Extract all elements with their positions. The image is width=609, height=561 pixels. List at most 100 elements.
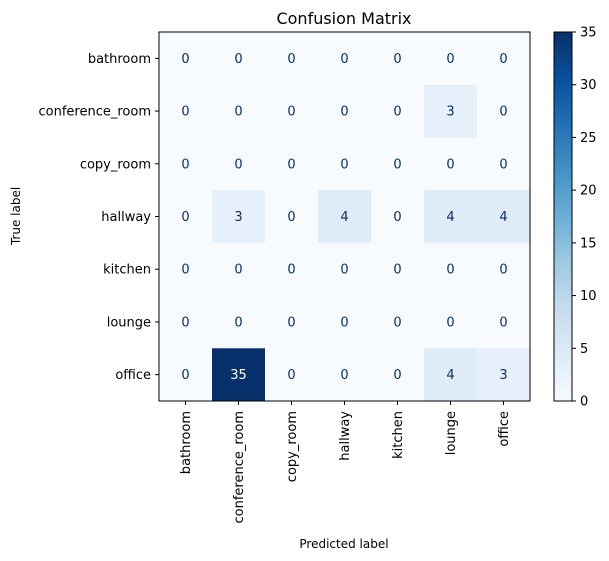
- heatmap-cell: [159, 190, 213, 244]
- colorbar-tick-label: 0: [580, 395, 588, 410]
- heatmap-cell: [265, 348, 319, 402]
- cell-value-label: 0: [287, 210, 295, 225]
- cell-value-label: 4: [446, 210, 454, 225]
- heatmap-cell: [265, 295, 319, 349]
- cell-value-label: 0: [446, 52, 454, 67]
- heatmap-cell: [318, 32, 372, 86]
- heatmap-cell: [212, 242, 266, 297]
- colorbar-tick-label: 30: [580, 78, 597, 93]
- heatmap-cell: [265, 190, 319, 244]
- cell-value-label: 0: [446, 315, 454, 330]
- heatmap-cells: [159, 32, 531, 402]
- cell-value-label: 0: [181, 210, 189, 225]
- cell-value-label: 0: [287, 315, 295, 330]
- heatmap-cell: [371, 190, 425, 244]
- cell-value-label: 0: [340, 368, 348, 383]
- cell-value-label: 4: [499, 210, 507, 225]
- cell-value-label: 0: [499, 105, 507, 120]
- cell-value-label: 0: [287, 52, 295, 67]
- y-tick-label: copy_room: [80, 157, 151, 172]
- cell-value-label: 0: [181, 52, 189, 67]
- colorbar: [553, 31, 573, 402]
- chart-title: Confusion Matrix: [276, 9, 411, 28]
- heatmap-cell: [477, 190, 531, 244]
- heatmap-cell: [371, 32, 425, 86]
- heatmap-cell: [159, 84, 213, 138]
- cell-value-label: 4: [340, 210, 348, 225]
- heatmap-cell: [318, 295, 372, 349]
- y-tick-label: bathroom: [88, 52, 151, 67]
- cell-value-label: 0: [499, 157, 507, 172]
- heatmap-cell: [318, 242, 372, 297]
- cell-value-label: 0: [181, 105, 189, 120]
- cell-value-label: 0: [393, 157, 401, 172]
- heatmap-cell: [212, 84, 266, 138]
- cell-value-label: 0: [393, 263, 401, 278]
- cell-value-label: 35: [230, 368, 247, 383]
- cell-value-label: 0: [499, 52, 507, 67]
- x-tick-label: conference_room: [232, 411, 247, 524]
- heatmap-cell: [318, 137, 372, 191]
- cell-value-label: 0: [393, 105, 401, 120]
- heatmap-cell: [424, 295, 478, 349]
- colorbar-tick-label: 35: [580, 26, 597, 41]
- heatmap-cell: [318, 348, 372, 402]
- cell-value-label: 0: [446, 263, 454, 278]
- cell-value-label: 0: [181, 315, 189, 330]
- heatmap-cell: [159, 348, 213, 402]
- cell-value-label: 3: [234, 210, 242, 225]
- heatmap-cell: [159, 32, 213, 86]
- y-tick-label: kitchen: [103, 263, 151, 278]
- colorbar-tick-label: 25: [580, 131, 597, 146]
- heatmap-cell: [371, 295, 425, 349]
- cell-value-label: 0: [234, 315, 242, 330]
- heatmap-cell: [424, 348, 478, 402]
- heatmap-cell: [371, 137, 425, 191]
- cell-value-label: 0: [181, 263, 189, 278]
- heatmap-cell: [265, 242, 319, 297]
- heatmap-cell: [265, 32, 319, 86]
- cell-value-label: 0: [340, 52, 348, 67]
- cell-value-label: 0: [287, 368, 295, 383]
- colorbar-tick-label: 5: [580, 342, 588, 357]
- cell-value-label: 0: [234, 105, 242, 120]
- heatmap-cell: [424, 84, 478, 138]
- cell-value-label: 0: [393, 315, 401, 330]
- heatmap-cell: [477, 348, 531, 402]
- heatmap-cell: [424, 32, 478, 86]
- x-tick-label: lounge: [444, 411, 459, 455]
- heatmap-cell: [424, 190, 478, 244]
- colorbar-tick-label: 20: [580, 184, 597, 199]
- heatmap-cell: [318, 190, 372, 244]
- cell-value-label: 4: [446, 368, 454, 383]
- y-tick-label: conference_room: [39, 105, 152, 120]
- heatmap-cell: [477, 32, 531, 86]
- cell-value-label: 0: [340, 263, 348, 278]
- x-tick-label: hallway: [338, 411, 353, 461]
- colorbar-tick-label: 15: [580, 236, 597, 251]
- heatmap-cell: [212, 32, 266, 86]
- cell-value-label: 3: [446, 105, 454, 120]
- cell-value-label: 0: [234, 157, 242, 172]
- heatmap-cell-labels: 0 0 0 0 0 0 0 0 0 0 0 0 3 0 0 0 0 0 0 0 0 0 3 0 4 0 4 4 0 0 0 0 0 0 0 0 0 0 0 0…: [181, 52, 507, 383]
- y-tick-label: office: [115, 368, 151, 383]
- cell-value-label: 0: [393, 210, 401, 225]
- x-tick-label: office: [497, 411, 512, 447]
- x-tick-label: kitchen: [391, 411, 406, 459]
- heatmap-cell: [318, 84, 372, 138]
- cell-value-label: 0: [234, 263, 242, 278]
- heatmap-cell: [477, 84, 531, 138]
- x-axis-label: Predicted label: [299, 537, 388, 551]
- heatmap-cell: [371, 348, 425, 402]
- cell-value-label: 0: [181, 368, 189, 383]
- cell-value-label: 0: [234, 52, 242, 67]
- cell-value-label: 0: [287, 157, 295, 172]
- y-axis-label: True label: [9, 187, 23, 246]
- colorbar-ticks: 0 5 10 15 20 25 30 35: [572, 26, 597, 410]
- heatmap-cell: [371, 84, 425, 138]
- cell-value-label: 3: [499, 368, 507, 383]
- heatmap-cell: [212, 190, 266, 244]
- cell-value-label: 0: [340, 157, 348, 172]
